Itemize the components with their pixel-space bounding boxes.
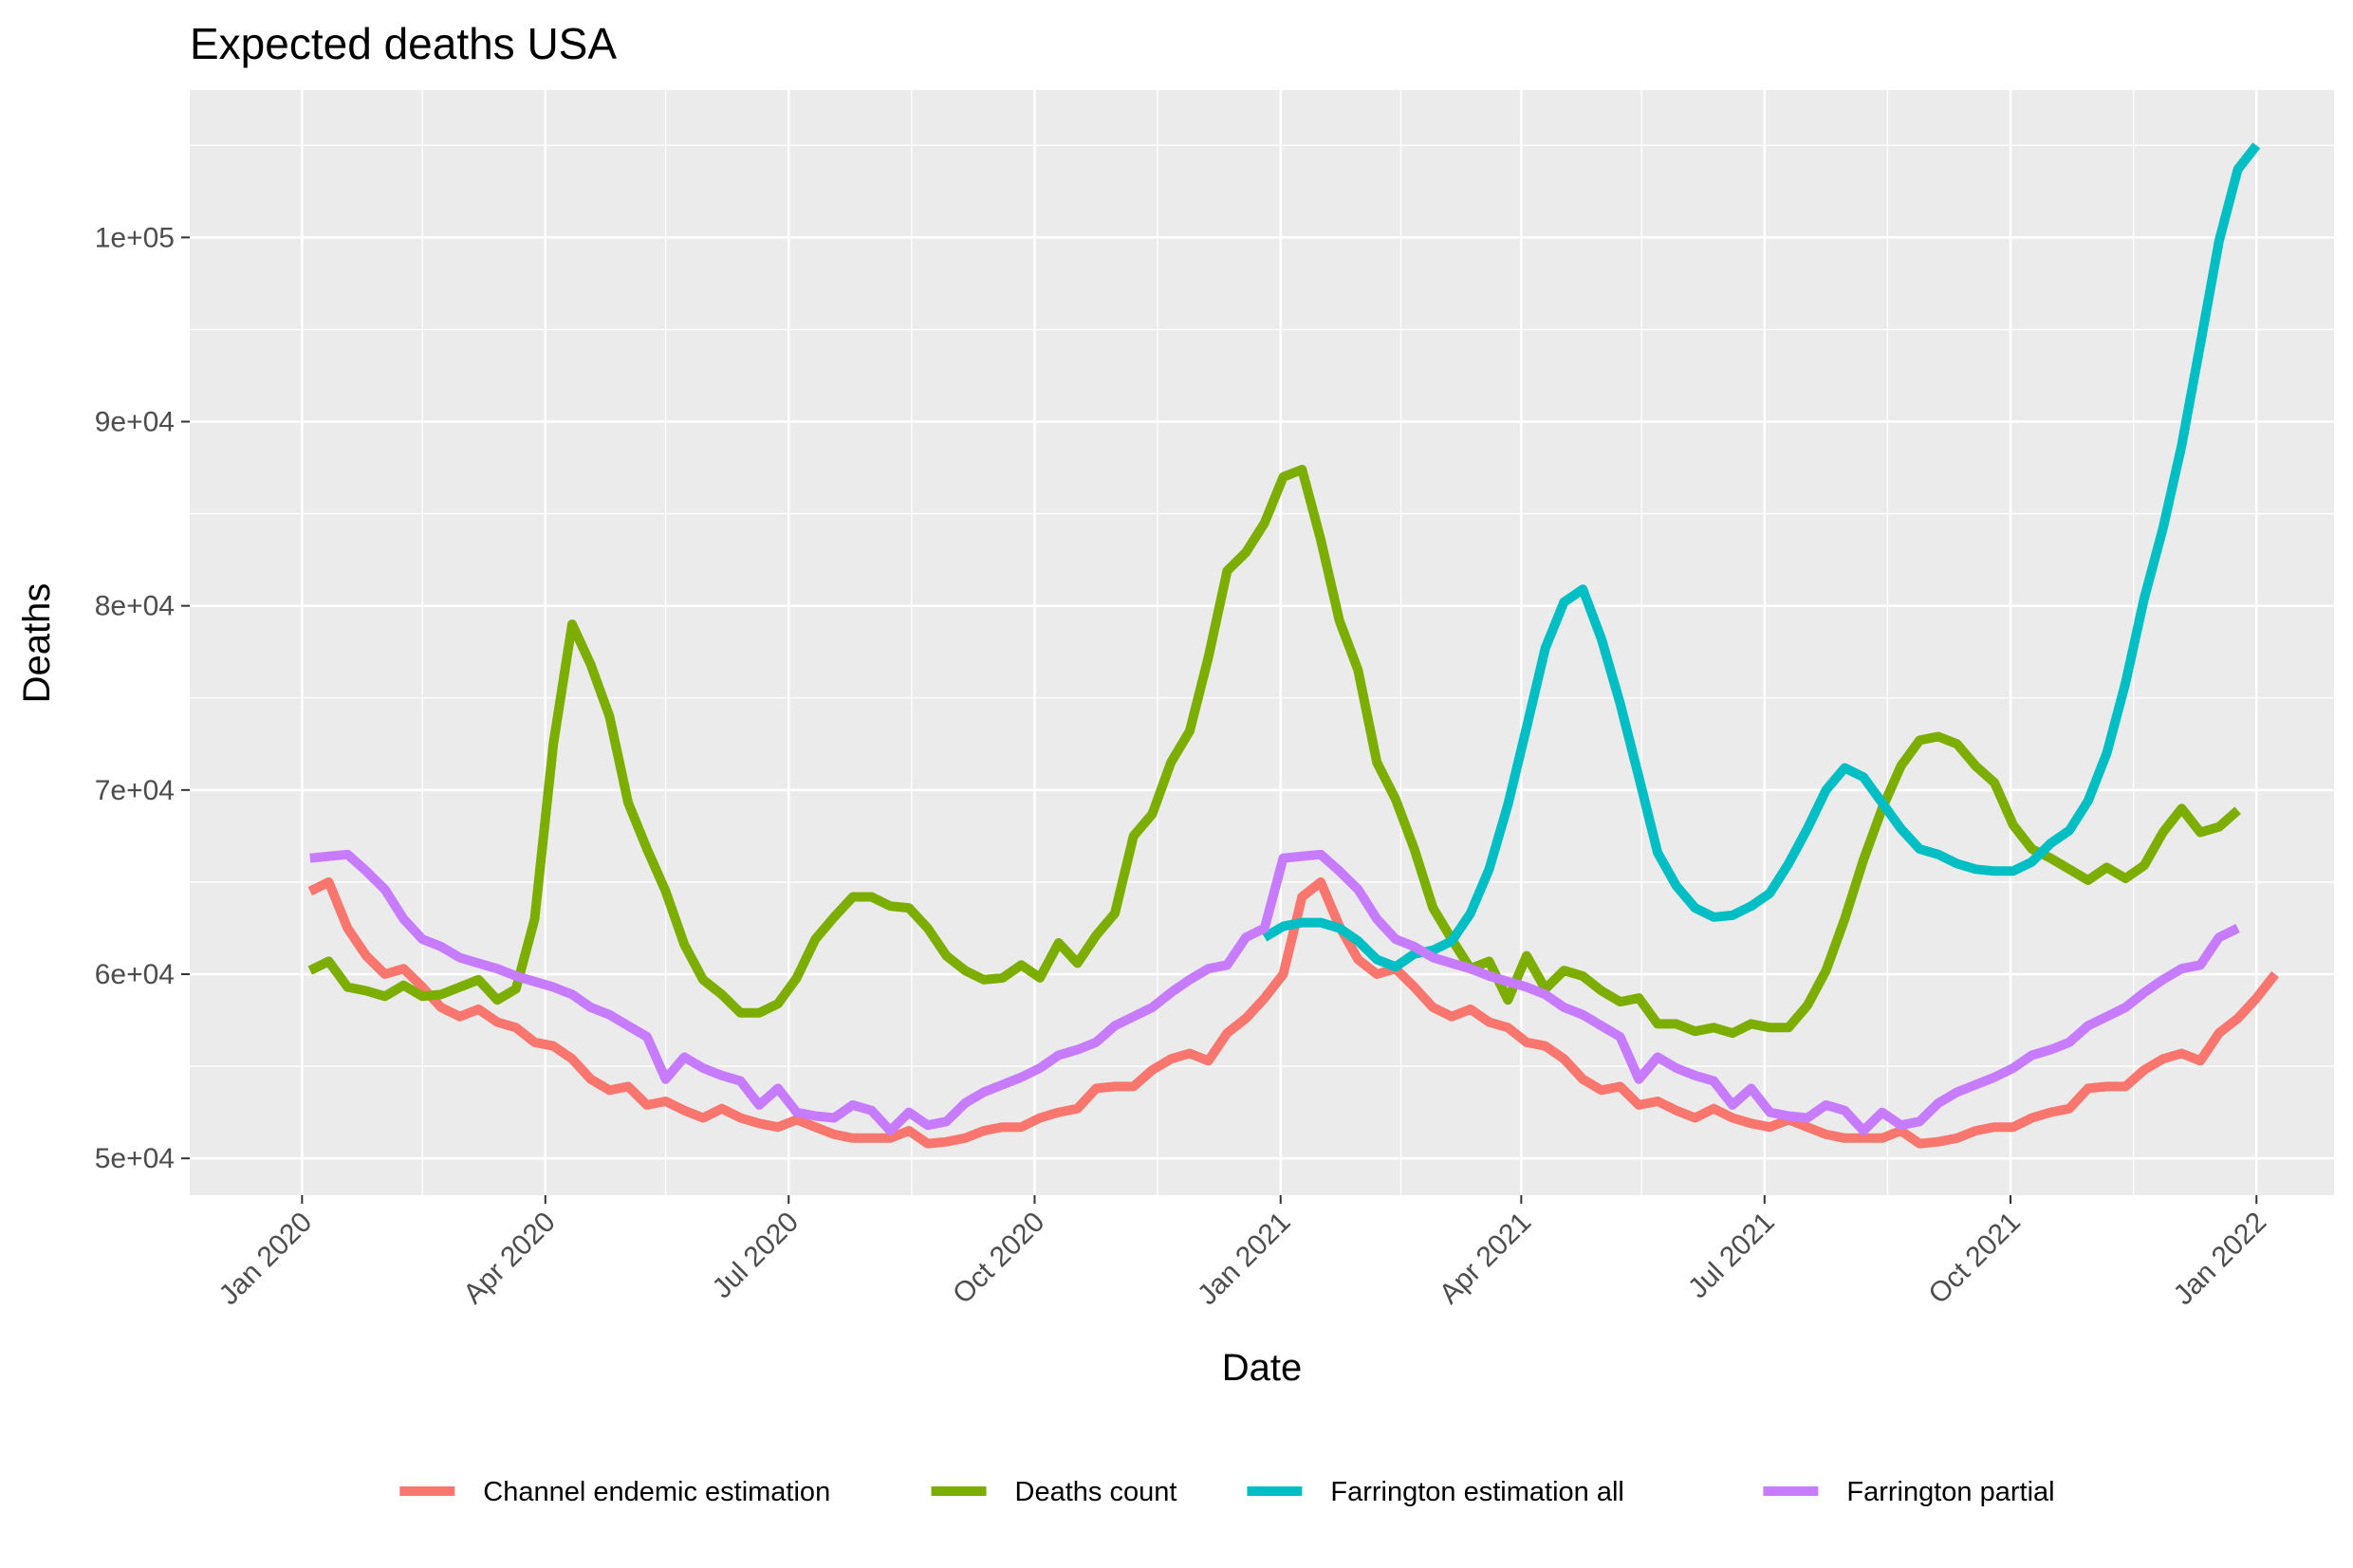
- x-axis-title: Date: [1222, 1347, 1303, 1389]
- y-tick-label: 1e+05: [95, 222, 175, 253]
- x-axis: Jan 2020 Apr 2020 Jul 2020 Oct 2020 Jan 2021…: [213, 1195, 2273, 1312]
- grid-major: [190, 90, 2334, 1195]
- y-tick-label: 7e+04: [95, 775, 175, 806]
- series-line-0: [307, 876, 2279, 1149]
- y-tick-label: 6e+04: [95, 959, 175, 990]
- y-axis-title: Deaths: [16, 583, 58, 704]
- x-tick-label: Apr 2021: [1434, 1207, 1537, 1310]
- y-tick-label: 5e+04: [95, 1143, 175, 1174]
- legend-label-3: Farrington partial: [1846, 1477, 2054, 1507]
- legend-label-1: Deaths count: [1015, 1477, 1177, 1507]
- x-tick-label: Jul 2020: [707, 1207, 806, 1305]
- legend: Channel endemic estimation Deaths count Fa…: [399, 1477, 2055, 1507]
- legend-label-0: Channel endemic estimation: [483, 1477, 830, 1507]
- y-tick-label: 9e+04: [95, 407, 175, 438]
- series-line-3: [309, 849, 2240, 1135]
- x-tick-label: Apr 2020: [457, 1207, 561, 1310]
- series-line-1: [307, 465, 2241, 1039]
- x-tick-label: Jul 2021: [1682, 1207, 1781, 1305]
- x-tick-label: Oct 2020: [947, 1207, 1050, 1310]
- plot-panel: [190, 90, 2334, 1195]
- legend-label-2: Farrington estimation all: [1330, 1477, 1623, 1507]
- y-tick-label: 8e+04: [95, 591, 175, 622]
- y-axis: 5e+04 6e+04 7e+04 8e+04 9e+04 1e+05: [95, 222, 190, 1174]
- x-tick-label: Oct 2021: [1923, 1207, 2027, 1310]
- series-layer: [307, 142, 2279, 1149]
- grid-minor: [190, 90, 2334, 1195]
- x-tick-label: Jan 2021: [1192, 1207, 1297, 1312]
- x-tick-label: Jan 2022: [2168, 1207, 2273, 1312]
- x-tick-label: Jan 2020: [213, 1207, 319, 1312]
- chart-title: Expected deaths USA: [190, 19, 617, 68]
